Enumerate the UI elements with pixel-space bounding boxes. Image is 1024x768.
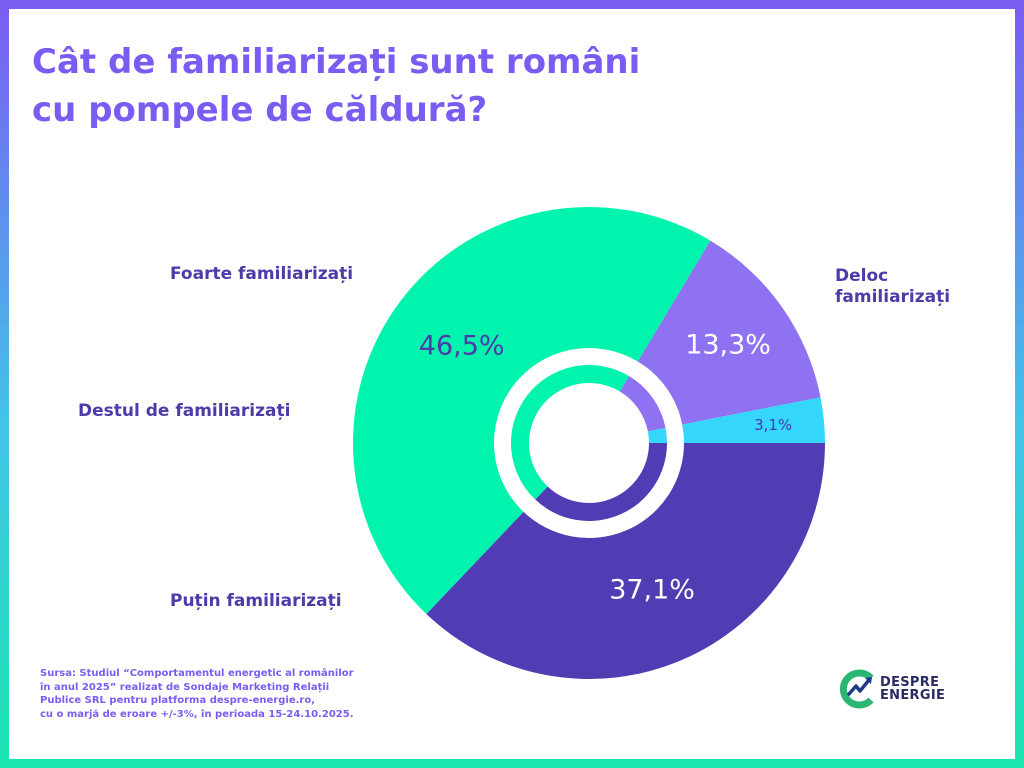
- logo-line-1: DESPRE: [880, 675, 940, 690]
- category-label-deloc-familiarizati: Deloc familiarizați: [835, 266, 950, 307]
- inner-ring-destul-de-familiarizati: [619, 376, 666, 432]
- value-label-putin-familiarizati: 46,5%: [419, 331, 505, 362]
- slice-foarte-familiarizati: [682, 397, 825, 443]
- category-label-putin-familiarizati: Puțin familiarizați: [170, 591, 342, 611]
- chart-value-labels: 37,1% 46,5% 13,3% 3,1%: [419, 330, 792, 606]
- source-line-1: Sursa: Studiul “Comportamentul energetic…: [40, 668, 354, 679]
- source-line-2: în anul 2025” realizat de Sondaje Market…: [40, 681, 330, 693]
- logo-e-icon: [839, 669, 874, 709]
- value-label-destul-de-familiarizati: 13,3%: [685, 330, 771, 361]
- value-label-foarte-familiarizati: 3,1%: [754, 416, 792, 434]
- category-label-foarte-familiarizati: Foarte familiarizați: [170, 264, 353, 284]
- despre-energie-logo: DESPRE ENERGIE: [838, 665, 978, 713]
- inner-ring-foarte-familiarizati: [647, 427, 668, 443]
- source-note: Sursa: Studiul “Comportamentul energetic…: [40, 667, 370, 721]
- slice-deloc-familiarizati: [426, 443, 825, 679]
- chart-category-labels: Deloc familiarizați Puțin familiarizați Des…: [78, 264, 950, 611]
- slice-destul-de-familiarizati: [637, 240, 821, 425]
- inner-ring-deloc-familiarizati: [535, 443, 667, 521]
- category-label-destul-de-familiarizati: Destul de familiarizați: [78, 401, 290, 421]
- chart-title: Cât de familiarizați sunt români cu pomp…: [32, 38, 752, 134]
- value-label-deloc-familiarizati: 37,1%: [609, 575, 695, 606]
- logo-line-2: ENERGIE: [880, 688, 946, 703]
- inner-ring-putin-familiarizati: [511, 365, 630, 500]
- title-line-2: cu pompele de căldură?: [32, 90, 488, 130]
- title-line-1: Cât de familiarizați sunt români: [32, 42, 641, 82]
- chart-slices: [352, 206, 825, 679]
- source-line-4: cu o marjă de eroare +/-3%, în perioada …: [40, 708, 354, 720]
- source-line-3: Publice SRL pentru platforma despre-ener…: [40, 695, 315, 706]
- logo-wordmark: DESPRE ENERGIE: [880, 676, 945, 702]
- slice-putin-familiarizati: [352, 206, 711, 615]
